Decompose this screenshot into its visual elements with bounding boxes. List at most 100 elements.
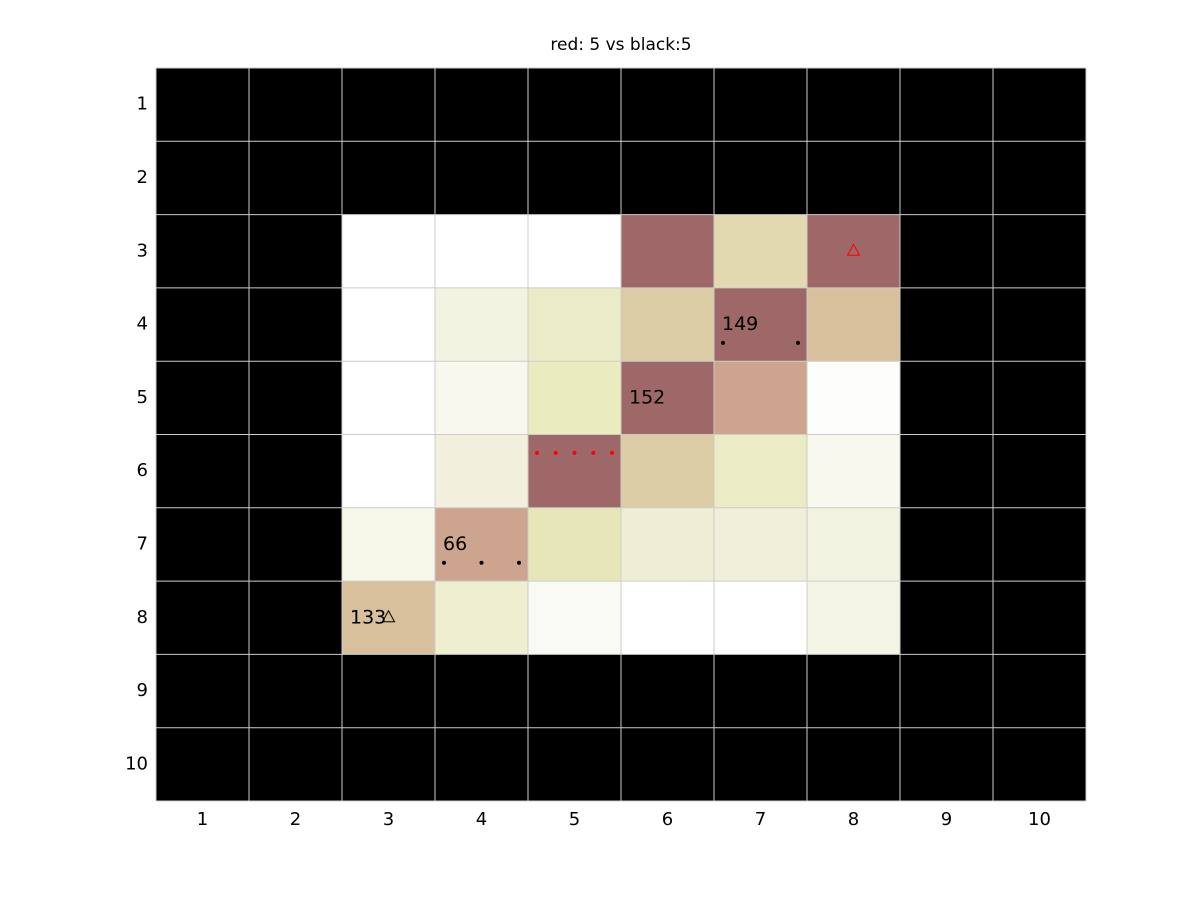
board-cell: [249, 68, 342, 142]
piece: [517, 560, 521, 565]
board-cell: [528, 68, 621, 142]
board-cell: [156, 214, 249, 288]
board-cell: [156, 287, 249, 362]
piece: [572, 450, 577, 455]
board-cell: [900, 654, 993, 728]
board-cell: [249, 141, 342, 215]
cell-label: 152: [629, 386, 665, 408]
board-cell: [993, 361, 1086, 435]
board-cell: [993, 434, 1086, 508]
board-cell: [435, 434, 528, 508]
board-cell: [342, 654, 435, 728]
y-tick-label: 10: [125, 753, 148, 774]
piece: [479, 560, 484, 565]
board-cell: [621, 654, 714, 728]
board-cell: [528, 141, 621, 215]
board-cell: [621, 287, 714, 362]
board-cell: [714, 68, 807, 142]
board-cell: [900, 507, 993, 582]
board-cell: [528, 507, 621, 582]
y-tick-label: 2: [137, 167, 148, 188]
board-cell: [528, 214, 621, 288]
board-cell: [993, 581, 1086, 655]
y-tick-label: 5: [137, 387, 148, 408]
board-cell: [528, 654, 621, 728]
board-cell: [249, 361, 342, 435]
board-cell: [435, 287, 528, 362]
board-cell: [900, 287, 993, 362]
board-cell: [249, 654, 342, 728]
piece: [535, 450, 539, 455]
board-cell: [342, 507, 435, 582]
board-cell: [621, 68, 714, 142]
board-cell: [156, 654, 249, 728]
piece: [591, 450, 596, 455]
board-cell: [156, 727, 249, 801]
board-cell: [714, 214, 807, 288]
board-cell: [621, 727, 714, 801]
cell-label: 149: [722, 313, 758, 335]
y-tick-label: 3: [137, 240, 148, 261]
board-cell: [807, 581, 900, 655]
board-cell: [342, 434, 435, 508]
board-cell: [714, 361, 807, 435]
x-tick-label: 9: [941, 809, 952, 830]
cell-label: 133: [350, 606, 386, 628]
board-cell: [900, 68, 993, 142]
board-cell: [435, 654, 528, 728]
board-cell: [528, 581, 621, 655]
board-cell: [249, 727, 342, 801]
board-cell: [993, 287, 1086, 362]
board-cell: [249, 434, 342, 508]
piece: [796, 340, 800, 345]
board-cell: [900, 214, 993, 288]
board-cell: [435, 507, 528, 582]
title: red: 5 vs black:5: [550, 35, 691, 55]
x-tick-label: 5: [569, 809, 580, 830]
board-cell: [807, 727, 900, 801]
x-tick-label: 7: [755, 809, 766, 830]
board-cell: [807, 654, 900, 728]
piece: [610, 450, 614, 455]
board-cell: [900, 434, 993, 508]
board-cell: [342, 287, 435, 362]
board-cell: [435, 68, 528, 142]
board-cell: [807, 68, 900, 142]
board-cell: [435, 361, 528, 435]
board-cell: [621, 434, 714, 508]
x-tick-label: 1: [197, 809, 208, 830]
board-cell: [435, 141, 528, 215]
board-cell: [807, 214, 900, 288]
x-tick-label: 3: [383, 809, 394, 830]
board-cell: [993, 214, 1086, 288]
y-tick-label: 9: [137, 680, 148, 701]
triangle-marker: [381, 609, 396, 623]
board-cell: [714, 581, 807, 655]
board-cell: [249, 581, 342, 655]
board-cell: [621, 214, 714, 288]
board-cell: [807, 507, 900, 582]
board-cell: [156, 141, 249, 215]
x-tick-label: 6: [662, 809, 673, 830]
board-cell: [993, 68, 1086, 142]
piece: [442, 560, 446, 565]
board-cell: [156, 361, 249, 435]
board-cell: [156, 434, 249, 508]
board-cell: [342, 68, 435, 142]
board-cell: [156, 68, 249, 142]
piece: [721, 340, 725, 345]
board-cell: [528, 434, 621, 508]
board-cell: [900, 141, 993, 215]
y-tick-label: 7: [137, 533, 148, 554]
board-cell: [993, 727, 1086, 801]
board-cell: [621, 507, 714, 582]
board-cell: [528, 287, 621, 362]
y-tick-label: 1: [137, 94, 148, 115]
board-cell: [993, 507, 1086, 582]
board-cell: [900, 361, 993, 435]
board-cell: [714, 287, 807, 362]
board-cell: [528, 361, 621, 435]
triangle-marker: [846, 243, 861, 256]
